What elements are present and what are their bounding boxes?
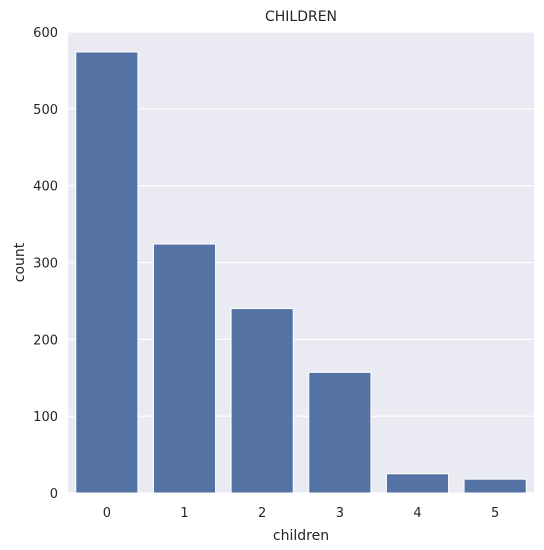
- y-tick-label: 200: [33, 333, 58, 348]
- y-axis-label: count: [12, 242, 28, 282]
- y-tick-label: 500: [33, 103, 58, 118]
- bar-children-4: [385, 473, 450, 494]
- x-tick-label: 1: [180, 506, 188, 521]
- bars: [75, 51, 527, 494]
- gridlines: [68, 31, 534, 494]
- bar-children-3: [308, 371, 372, 494]
- bar-children-1: [152, 243, 217, 494]
- y-tick-label: 600: [33, 26, 58, 41]
- x-tick-label: 3: [336, 506, 344, 521]
- y-tick-label: 100: [33, 410, 58, 425]
- x-tick-label: 5: [491, 506, 499, 521]
- x-tick-label: 2: [258, 506, 266, 521]
- bar-children-0: [75, 51, 139, 494]
- y-tick-label: 0: [50, 487, 58, 502]
- y-tick-labels: 0 100 200 300 400 500 600: [33, 26, 58, 502]
- x-tick-label: 4: [413, 506, 421, 521]
- y-tick-label: 400: [33, 180, 58, 195]
- x-tick-labels: 0 1 2 3 4 5: [103, 506, 500, 521]
- x-tick-label: 0: [103, 506, 111, 521]
- bar-children-2: [230, 308, 294, 494]
- bar-children-5: [463, 478, 527, 494]
- y-tick-label: 300: [33, 257, 58, 272]
- x-axis-label: children: [273, 528, 329, 544]
- chart-title: CHILDREN: [265, 9, 337, 25]
